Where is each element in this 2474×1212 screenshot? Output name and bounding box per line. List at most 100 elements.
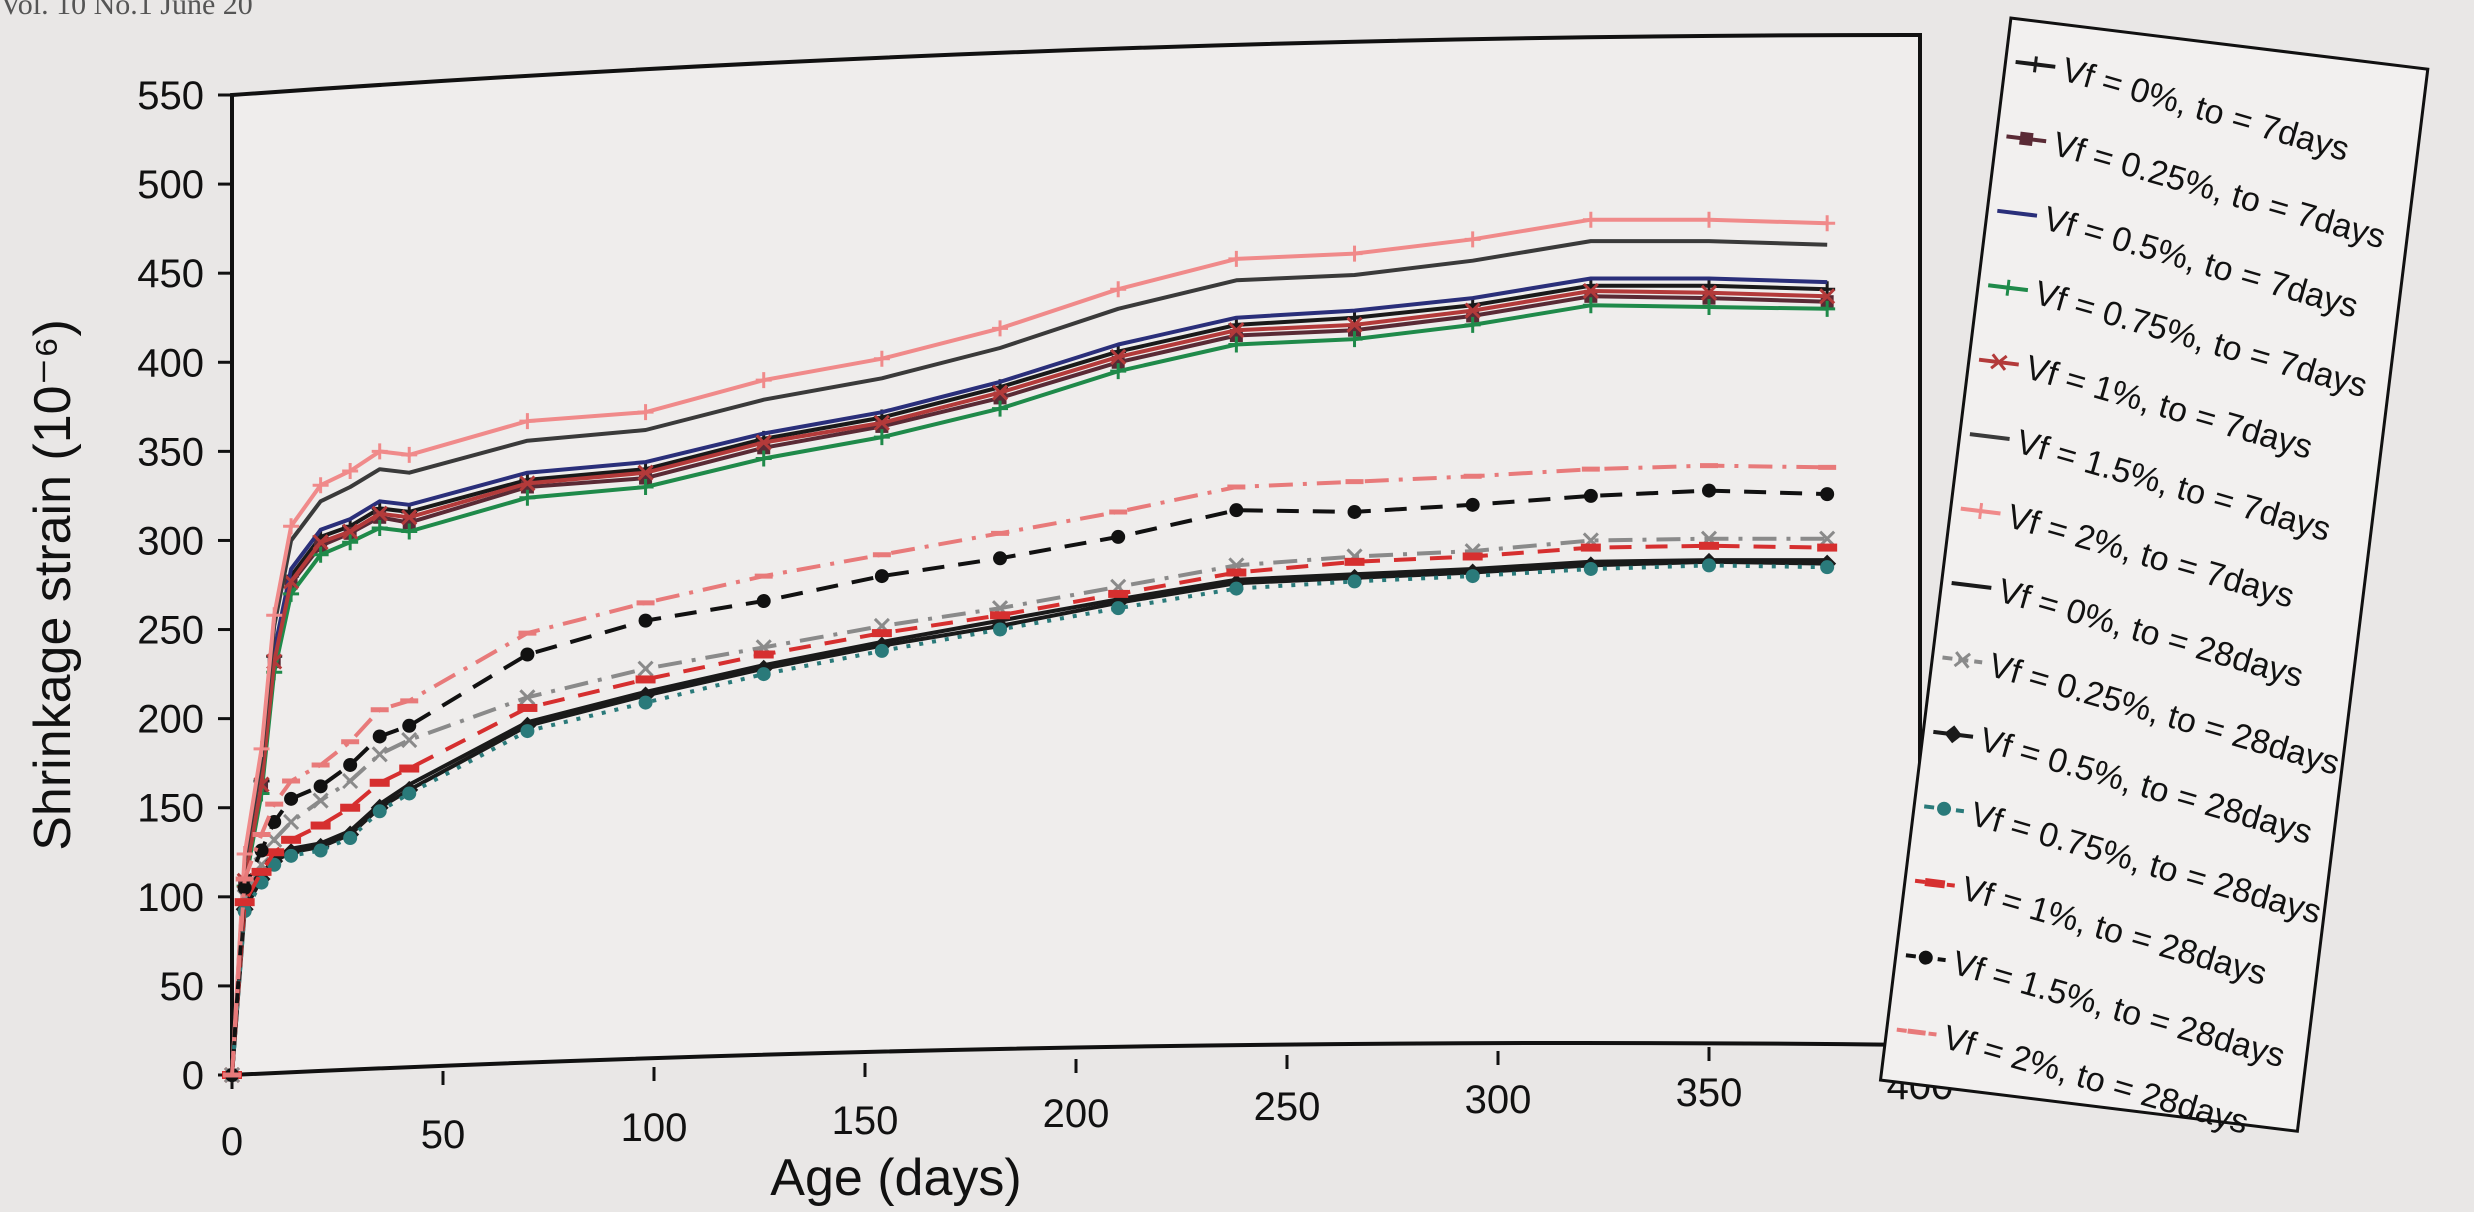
series-marker bbox=[1229, 503, 1244, 518]
x-tick-label: 300 bbox=[1465, 1078, 1532, 1122]
series-marker bbox=[873, 350, 890, 367]
series-group bbox=[225, 483, 1835, 1082]
series-marker bbox=[1228, 250, 1245, 267]
series-marker bbox=[1344, 557, 1365, 566]
x-tick-label: 100 bbox=[621, 1106, 688, 1150]
legend-box bbox=[1878, 16, 2430, 1133]
x-tick-label: 200 bbox=[1043, 1092, 1110, 1136]
y-tick-label: 450 bbox=[137, 252, 204, 296]
series-marker bbox=[637, 404, 654, 421]
y-tick-label: 250 bbox=[137, 609, 204, 653]
series-marker bbox=[343, 757, 358, 772]
legend-marker bbox=[1937, 801, 1952, 816]
series-marker bbox=[313, 779, 328, 794]
y-axis-title: Shrinkage strain (10⁻⁶) bbox=[24, 319, 82, 851]
series-marker bbox=[1701, 299, 1717, 316]
series-marker bbox=[234, 898, 255, 907]
series-marker bbox=[401, 446, 418, 463]
series-marker bbox=[637, 479, 654, 495]
series-marker bbox=[755, 434, 772, 451]
series-marker bbox=[402, 786, 417, 801]
series-marker bbox=[401, 523, 418, 540]
series-marker bbox=[1346, 316, 1363, 333]
series-marker bbox=[284, 791, 299, 806]
series-marker bbox=[283, 573, 300, 590]
series-marker bbox=[342, 772, 359, 790]
series-marker bbox=[1110, 281, 1127, 298]
series-marker bbox=[519, 489, 536, 506]
series-marker bbox=[1817, 543, 1838, 552]
series-marker bbox=[371, 443, 388, 460]
x-tick-label: 150 bbox=[832, 1099, 899, 1143]
series-marker bbox=[266, 607, 283, 624]
series-marker bbox=[402, 718, 417, 733]
series-marker bbox=[753, 650, 774, 659]
series-marker bbox=[873, 429, 890, 446]
series-marker bbox=[1582, 211, 1599, 228]
series-marker bbox=[756, 667, 771, 682]
legend-marker bbox=[1924, 878, 1946, 889]
legend-marker bbox=[1990, 353, 2008, 371]
series-marker bbox=[1580, 543, 1601, 552]
series-marker bbox=[637, 464, 654, 481]
series-marker bbox=[283, 518, 300, 535]
series-marker bbox=[991, 384, 1009, 401]
legend-marker bbox=[1944, 725, 1963, 744]
y-tick-label: 300 bbox=[137, 519, 204, 563]
series-group bbox=[223, 463, 1837, 1078]
series-marker bbox=[264, 848, 285, 857]
series-marker bbox=[1464, 316, 1481, 333]
series-marker bbox=[517, 703, 538, 712]
series-marker bbox=[992, 400, 1009, 417]
series-marker bbox=[1819, 530, 1836, 547]
series-marker bbox=[312, 792, 329, 809]
legend-marker bbox=[1918, 950, 1933, 965]
series-marker bbox=[1346, 245, 1363, 262]
series-marker bbox=[1346, 331, 1363, 348]
series-marker bbox=[401, 731, 418, 749]
legend-marker bbox=[1907, 1028, 1926, 1036]
y-tick-label: 350 bbox=[137, 430, 204, 474]
series-group bbox=[224, 297, 1836, 1083]
series-marker bbox=[1819, 300, 1836, 317]
series-marker bbox=[310, 821, 331, 830]
series-marker bbox=[401, 509, 418, 526]
series-group bbox=[230, 239, 1828, 1076]
series-marker bbox=[1583, 561, 1598, 576]
series-marker bbox=[873, 414, 890, 431]
series-marker bbox=[284, 848, 299, 863]
series-marker bbox=[283, 813, 300, 831]
series-marker bbox=[519, 475, 536, 492]
series-marker bbox=[312, 477, 329, 494]
y-tick-label: 200 bbox=[137, 698, 204, 742]
y-tick-label: 500 bbox=[137, 163, 204, 207]
series-marker bbox=[342, 534, 359, 551]
series-marker bbox=[519, 689, 536, 706]
legend-marker bbox=[2019, 131, 2034, 147]
series-marker bbox=[372, 729, 387, 744]
series-marker bbox=[1226, 568, 1247, 577]
series-marker bbox=[1347, 574, 1362, 589]
series-marker bbox=[254, 843, 269, 858]
series-marker bbox=[312, 534, 329, 551]
series-line bbox=[230, 543, 1828, 1076]
series-marker bbox=[871, 629, 892, 638]
x-axis-title: Age (days) bbox=[770, 1149, 1021, 1207]
series-marker bbox=[1820, 560, 1835, 575]
series-marker bbox=[1110, 363, 1127, 380]
series-marker bbox=[237, 880, 252, 895]
x-tick-label: 50 bbox=[421, 1113, 466, 1157]
series-marker bbox=[637, 660, 654, 677]
series-marker bbox=[638, 613, 653, 628]
series-marker bbox=[1111, 529, 1126, 544]
series-marker bbox=[1820, 487, 1835, 502]
series-marker bbox=[993, 622, 1008, 637]
series-marker bbox=[1701, 211, 1717, 228]
series-marker bbox=[251, 867, 272, 876]
series-marker bbox=[990, 611, 1011, 620]
series-marker bbox=[1702, 558, 1716, 573]
series-marker bbox=[1702, 483, 1716, 498]
series-marker bbox=[1582, 297, 1599, 314]
series-group bbox=[225, 558, 1835, 1082]
